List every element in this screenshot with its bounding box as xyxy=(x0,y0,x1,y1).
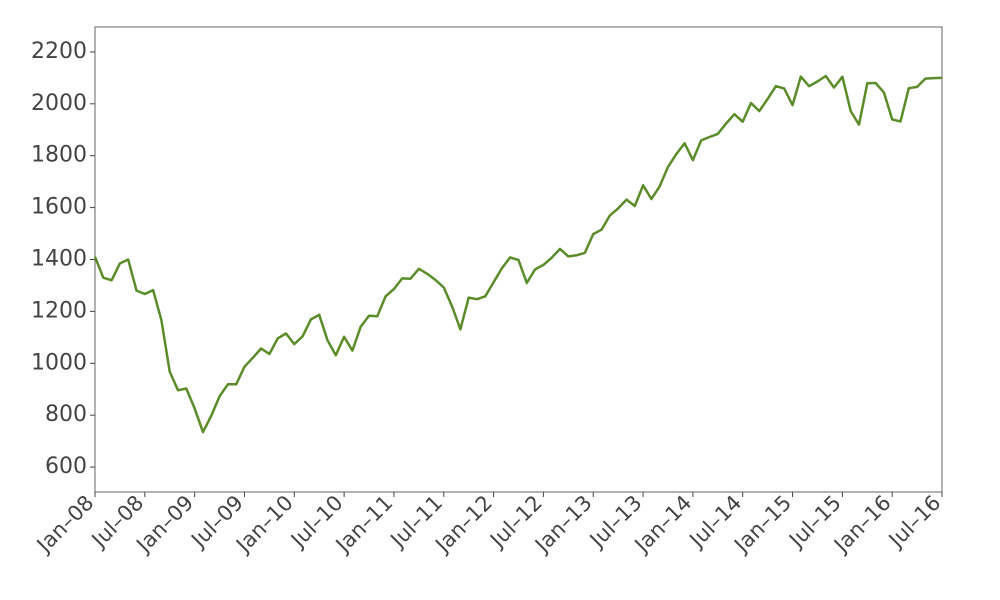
y-tick-label: 2000 xyxy=(31,91,87,116)
y-tick-label: 1000 xyxy=(31,350,87,375)
y-tick-label: 1600 xyxy=(31,195,87,220)
y-tick-label: 1200 xyxy=(31,298,87,323)
y-tick-label: 800 xyxy=(45,402,87,427)
price-line xyxy=(93,74,943,434)
y-tick-label: 600 xyxy=(45,454,87,479)
y-tick-label: 1400 xyxy=(31,247,87,272)
y-tick-label: 2200 xyxy=(31,39,87,64)
x-tick-label: Jul–16 xyxy=(883,491,946,554)
x-tick-label: Jan–08 xyxy=(31,491,99,559)
y-tick-label: 1800 xyxy=(31,143,87,168)
